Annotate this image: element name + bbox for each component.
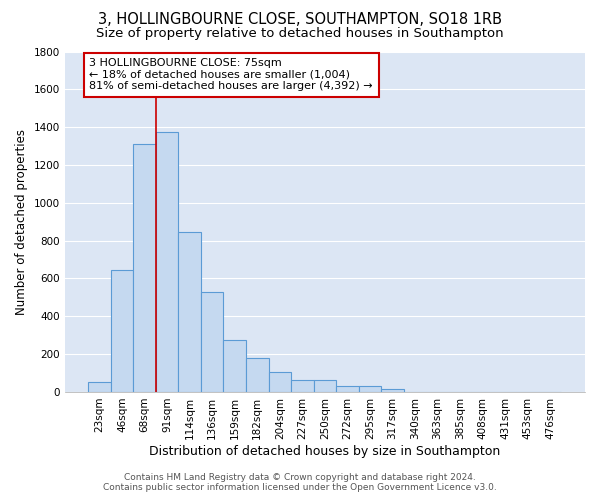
Bar <box>359 386 381 392</box>
Text: Size of property relative to detached houses in Southampton: Size of property relative to detached ho… <box>96 28 504 40</box>
Bar <box>246 358 269 392</box>
Bar <box>133 144 156 392</box>
Bar <box>291 380 314 392</box>
Bar <box>381 389 404 392</box>
Bar <box>336 386 359 392</box>
X-axis label: Distribution of detached houses by size in Southampton: Distribution of detached houses by size … <box>149 444 500 458</box>
Bar <box>111 270 133 392</box>
Bar <box>201 292 223 392</box>
Bar <box>314 380 336 392</box>
Text: 3, HOLLINGBOURNE CLOSE, SOUTHAMPTON, SO18 1RB: 3, HOLLINGBOURNE CLOSE, SOUTHAMPTON, SO1… <box>98 12 502 28</box>
Bar <box>178 232 201 392</box>
Bar <box>223 340 246 392</box>
Bar <box>88 382 111 392</box>
Text: 3 HOLLINGBOURNE CLOSE: 75sqm
← 18% of detached houses are smaller (1,004)
81% of: 3 HOLLINGBOURNE CLOSE: 75sqm ← 18% of de… <box>89 58 373 92</box>
Y-axis label: Number of detached properties: Number of detached properties <box>15 128 28 314</box>
Bar <box>269 372 291 392</box>
Text: Contains HM Land Registry data © Crown copyright and database right 2024.
Contai: Contains HM Land Registry data © Crown c… <box>103 473 497 492</box>
Bar <box>156 132 178 392</box>
